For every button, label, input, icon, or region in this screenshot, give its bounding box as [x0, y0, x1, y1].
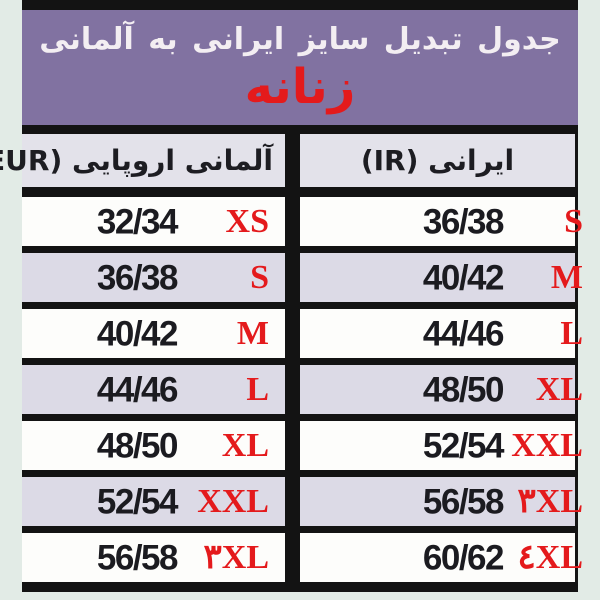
column-divider	[285, 365, 300, 414]
eur-size-value: 56/58	[96, 538, 179, 577]
table-row: 36/38 S 40/42 M	[22, 253, 583, 302]
table-row: 52/54 XXL 56/58 ۳XL	[22, 477, 583, 526]
eur-size-value: 40/42	[96, 314, 179, 353]
eur-size-label: XXL	[197, 482, 269, 520]
column-divider	[285, 533, 300, 582]
column-divider	[285, 253, 300, 302]
eur-size-label: L	[246, 370, 269, 408]
ir-size-label: M	[550, 258, 583, 296]
eur-size-value: 48/50	[96, 426, 179, 465]
title-banner: جدول تبدیل سایز ایرانی به آلمانی زنانه	[22, 0, 578, 125]
ir-cell: 60/62 ٤XL	[300, 533, 583, 582]
eur-size-value: 36/38	[96, 258, 179, 297]
eur-cell: 56/58 ۳XL	[22, 533, 285, 582]
ir-size-label: S	[564, 202, 583, 240]
divider-bar	[22, 358, 578, 365]
eur-size-label: M	[236, 314, 269, 352]
ir-cell: 52/54 XXL	[300, 421, 583, 470]
eur-size-label: S	[250, 258, 269, 296]
column-divider	[285, 134, 300, 187]
column-header-ir-label: ایرانی (IR)	[360, 143, 515, 177]
table-bottom-border	[22, 582, 578, 592]
eur-cell: 40/42 M	[22, 309, 285, 358]
ir-size-label: ۳XL	[517, 482, 584, 520]
table-row: 40/42 M 44/46 L	[22, 309, 583, 358]
eur-cell: 44/46 L	[22, 365, 285, 414]
divider-bar	[22, 125, 578, 134]
divider-bar	[22, 246, 578, 253]
column-header-eur-label: آلمانی اروپایی (EUR)	[0, 143, 273, 177]
column-header-ir: ایرانی (IR)	[300, 134, 575, 187]
ir-size-value: 48/50	[422, 370, 505, 409]
column-divider	[285, 477, 300, 526]
eur-cell: 52/54 XXL	[22, 477, 285, 526]
ir-size-label: XXL	[511, 426, 583, 464]
column-header-eur: آلمانی اروپایی (EUR)	[0, 134, 285, 187]
ir-cell: 56/58 ۳XL	[300, 477, 583, 526]
column-divider	[285, 421, 300, 470]
table-row: 44/46 L 48/50 XL	[22, 365, 583, 414]
table-row: 56/58 ۳XL 60/62 ٤XL	[22, 533, 583, 582]
divider-bar	[22, 470, 578, 477]
ir-size-value: 36/38	[422, 202, 505, 241]
ir-size-label: L	[560, 314, 583, 352]
ir-cell: 36/38 S	[300, 197, 583, 246]
eur-cell: 36/38 S	[22, 253, 285, 302]
column-header-row: آلمانی اروپایی (EUR) ایرانی (IR)	[0, 134, 578, 187]
table-row: 32/34 XS 36/38 S	[22, 197, 583, 246]
ir-size-value: 52/54	[422, 426, 505, 465]
divider-bar	[22, 302, 578, 309]
ir-cell: 44/46 L	[300, 309, 583, 358]
ir-cell: 48/50 XL	[300, 365, 583, 414]
ir-size-value: 56/58	[422, 482, 505, 521]
ir-size-label: XL	[535, 370, 583, 408]
eur-size-label: ۳XL	[203, 538, 270, 576]
ir-size-value: 40/42	[422, 258, 505, 297]
size-conversion-table: جدول تبدیل سایز ایرانی به آلمانی زنانه آ…	[0, 0, 583, 592]
eur-size-value: 44/46	[96, 370, 179, 409]
eur-size-label: XL	[221, 426, 269, 464]
divider-bar	[22, 526, 578, 533]
eur-cell: 32/34 XS	[22, 197, 285, 246]
ir-size-value: 44/46	[422, 314, 505, 353]
table-title: جدول تبدیل سایز ایرانی به آلمانی	[39, 22, 561, 57]
ir-cell: 40/42 M	[300, 253, 583, 302]
column-divider	[285, 197, 300, 246]
table-row: 48/50 XL 52/54 XXL	[22, 421, 583, 470]
eur-cell: 48/50 XL	[22, 421, 285, 470]
divider-bar	[22, 187, 578, 197]
eur-size-value: 32/34	[96, 202, 179, 241]
divider-bar	[22, 414, 578, 421]
ir-size-label: ٤XL	[517, 538, 584, 576]
column-divider	[285, 309, 300, 358]
table-subtitle: زنانه	[244, 59, 356, 115]
ir-size-value: 60/62	[422, 538, 505, 577]
eur-size-label: XS	[225, 202, 269, 240]
eur-size-value: 52/54	[96, 482, 179, 521]
